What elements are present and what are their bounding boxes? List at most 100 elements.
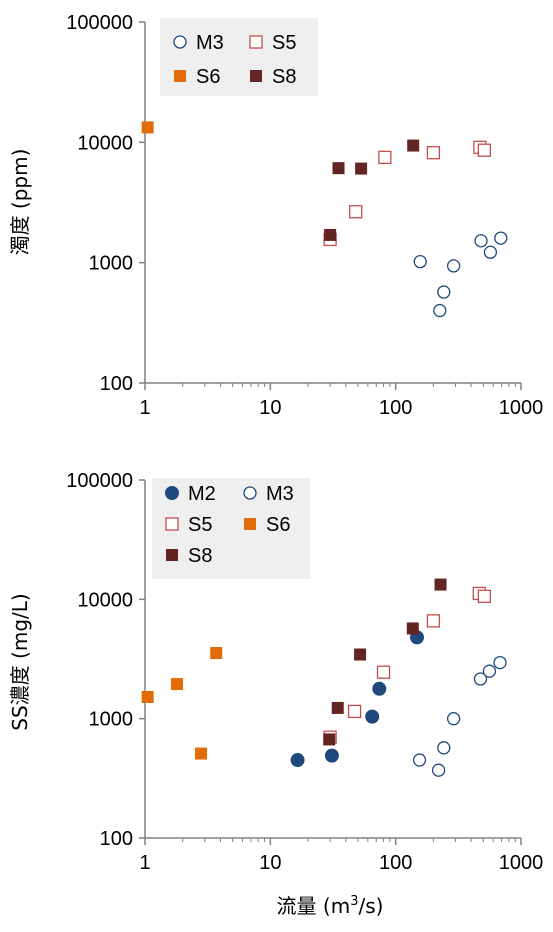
legend-marker-m2 [165,486,179,500]
x-tick-label: 1000 [499,397,544,419]
data-point-s6 [141,690,154,703]
series-m2 [290,630,425,768]
data-point-s8 [434,578,447,591]
x-tick-label: 10 [259,397,281,419]
data-point-m3 [446,712,461,726]
legend-entry-m2: M2 [165,483,216,505]
data-point-s6 [195,747,208,760]
y-tick-label: 100000 [66,12,133,34]
series-m3 [412,655,507,777]
y-axis-title: 濁度 (ppm) [8,149,32,256]
data-point-m2 [324,748,339,763]
data-point-m3 [437,741,451,755]
legend-entry-s8: S8 [250,66,296,88]
series-s8 [324,139,420,241]
data-point-s5 [426,614,441,628]
data-point-s8 [323,733,336,746]
x-tick-label: 1 [139,397,150,419]
data-point-s5 [347,704,362,719]
data-point-s8 [355,162,368,175]
legend-marker-m3 [173,35,187,49]
data-point-s5 [378,150,392,165]
x-tick-label: 100 [379,397,412,419]
legend-marker-s5 [249,35,263,49]
data-point-m3 [482,664,497,678]
legend-label: S8 [272,66,296,88]
x-tick-label: 100 [379,852,412,874]
series-s5 [323,586,491,744]
data-point-m3 [483,245,498,259]
data-point-s8 [406,622,419,635]
data-point-s8 [324,228,337,241]
legend-label: S5 [272,32,296,54]
data-point-m2 [372,681,387,696]
legend-entry-m3: M3 [243,483,294,505]
x-tick-label: 1000 [499,852,544,874]
y-tick-label: 100 [100,828,133,850]
legend-marker-s5 [165,517,179,531]
y-tick-label: 1000 [89,709,134,731]
data-point-m3 [412,753,427,767]
legend-label: S6 [196,66,220,88]
bottom-chart: 100 1000 10000 100000 1 10 100 1000 SS濃度 (mg/L) M… [8,470,543,874]
data-point-s8 [354,648,367,661]
data-point-s5 [477,143,491,157]
series-s5 [323,140,491,247]
y-tick-label: 1000 [89,253,134,275]
data-point-s8 [407,139,420,152]
legend-entry-s5: S5 [249,32,296,54]
legend-entry-s5: S5 [165,514,212,536]
data-point-m3 [473,672,488,686]
data-point-m3 [446,259,461,273]
top-chart: 100 1000 10000 100000 1 10 100 1000 濁度 (ppm) M3 S5… [8,12,543,419]
data-point-m2 [290,753,305,768]
data-point-s6 [170,678,183,691]
data-point-s6 [141,121,154,134]
legend-marker-s6 [174,70,186,82]
legend-label: M3 [266,483,294,505]
legend-marker-m3 [243,486,257,500]
data-point-s8 [332,162,345,175]
data-point-m3 [433,303,447,318]
data-point-s5 [426,146,441,160]
y-tick-label: 10000 [77,132,133,154]
data-point-s6 [210,647,223,660]
data-point-s5 [349,205,363,219]
legend-background [160,18,318,96]
x-tick-label: 10 [259,852,281,874]
legend-marker-s6 [244,518,256,530]
series-s6 [141,647,223,760]
legend-marker-s8 [250,70,262,82]
data-point-s8 [331,701,344,714]
data-point-s5 [376,665,391,679]
data-point-m3 [431,763,446,777]
legend-entry-s6: S6 [244,514,290,536]
data-point-m3 [494,231,508,245]
data-point-m3 [437,285,451,299]
legend-entry-s6: S6 [174,66,220,88]
legend-label: M2 [188,483,216,505]
legend-marker-s8 [166,549,178,561]
series-s6 [141,121,154,134]
legend: M3 S5 S6 S8 [160,18,318,96]
data-point-m3 [493,655,507,670]
legend-label: S8 [188,545,212,567]
legend-label: S5 [188,514,212,536]
y-tick-label: 10000 [77,589,133,611]
legend-label: M3 [196,32,224,54]
y-tick-label: 100000 [66,470,133,492]
data-point-s5 [477,589,491,603]
legend: M2 M3 S5 S6 S8 [152,478,310,579]
data-point-m3 [413,254,427,269]
data-point-m3 [474,234,488,248]
series-m3 [413,231,508,318]
legend-entry-s8: S8 [166,545,212,567]
series-s8 [323,578,447,746]
y-axis-title: SS濃度 (mg/L) [8,593,32,730]
data-point-m2 [365,709,380,724]
legend-label: S6 [266,514,290,536]
y-tick-label: 100 [100,373,133,395]
x-tick-label: 1 [139,852,150,874]
legend-entry-m3: M3 [173,32,224,54]
